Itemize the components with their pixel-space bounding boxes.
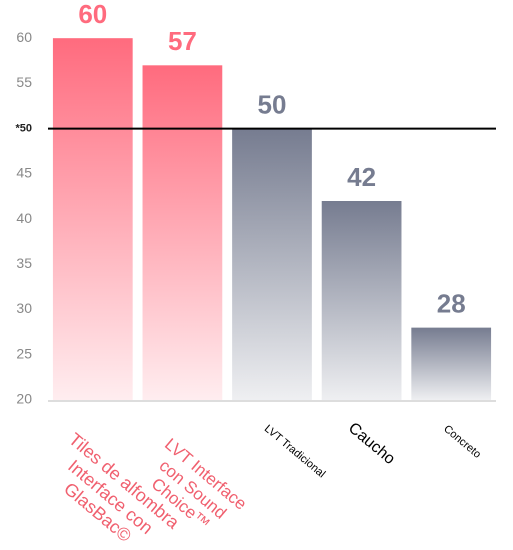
y-tick-label: 40	[16, 210, 32, 226]
y-tick-label: 25	[16, 345, 32, 361]
y-tick-label: 30	[16, 300, 32, 316]
y-tick-label: *50	[15, 123, 32, 135]
value-label: 42	[347, 162, 376, 192]
y-tick-label: 45	[16, 165, 32, 181]
bar	[52, 38, 133, 400]
bar	[411, 327, 492, 400]
y-tick-label: 55	[16, 74, 32, 90]
bar	[321, 201, 402, 400]
y-tick-label: 20	[16, 391, 32, 407]
bar	[142, 65, 223, 401]
y-tick-label: 35	[16, 255, 32, 271]
bar	[232, 128, 312, 401]
value-label: 50	[258, 90, 287, 120]
value-label: 28	[437, 289, 466, 319]
y-tick-label: 60	[16, 29, 32, 45]
value-label: 60	[78, 0, 107, 29]
value-label: 57	[168, 26, 197, 56]
